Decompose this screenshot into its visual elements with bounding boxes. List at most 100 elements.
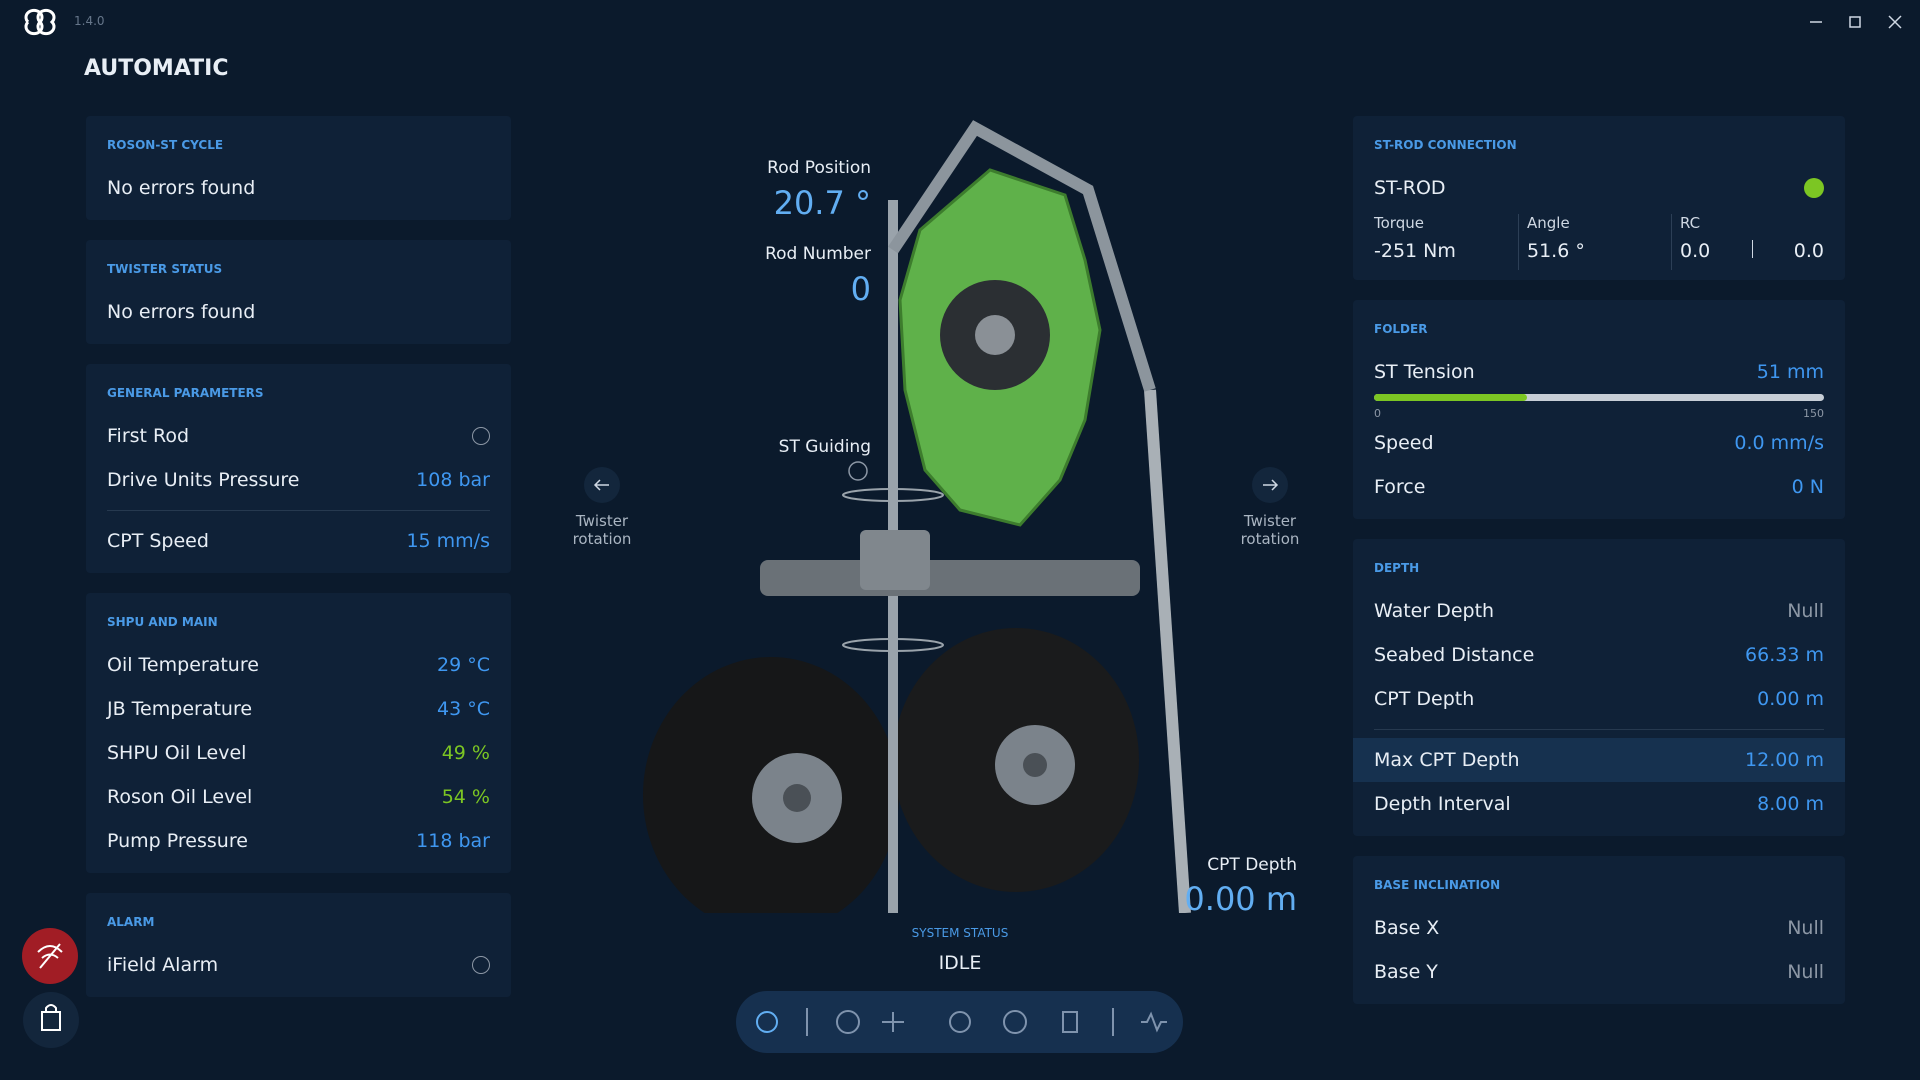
nav-log[interactable] [1062, 1011, 1078, 1033]
row-value: 54 % [441, 786, 490, 808]
card: ROSON-ST CYCLE No errors found [86, 116, 511, 220]
row-value: 66.33 m [1745, 644, 1824, 666]
row: ST Tension 51 mm [1374, 350, 1824, 394]
reading-value: 0.0 [1793, 240, 1824, 262]
reading-label: Angle [1527, 214, 1570, 232]
row: Drive Units Pressure 108 bar [107, 458, 490, 502]
cpt-depth-label: CPT Depth [1207, 855, 1297, 875]
row: Base Y Null [1374, 950, 1824, 994]
separator [1751, 240, 1753, 258]
row-label: No errors found [107, 301, 256, 323]
version: 1.4.0 [74, 14, 105, 28]
reading-values: 0.0 0.0 [1680, 240, 1824, 262]
row-label: Drive Units Pressure [107, 469, 300, 491]
restore[interactable] [1849, 16, 1861, 28]
gauge-min: 0 [1374, 407, 1381, 420]
rod-number-value: 0 [850, 270, 871, 308]
row-label: CPT Depth [1374, 688, 1475, 710]
row-value: 29 °C [437, 654, 490, 676]
bag-button[interactable] [23, 992, 79, 1048]
reading-label: Torque [1374, 214, 1424, 232]
cpt-depth-value: 0.00 m [1184, 880, 1297, 918]
row: Force 0 N [1374, 465, 1824, 509]
row-value: 12.00 m [1745, 749, 1824, 771]
twister-right-label: Twister rotation [1240, 512, 1300, 548]
row-value: Null [1787, 961, 1824, 983]
row: Pump Pressure 118 bar [107, 819, 490, 863]
gauge-fill [1374, 394, 1527, 401]
reading: Angle 51.6 ° [1518, 214, 1671, 270]
card: ALARM iField Alarm [86, 893, 511, 997]
card: SHPU AND MAIN Oil Temperature 29 °C JB Temp… [86, 593, 511, 873]
card: GENERAL PARAMETERS First Rod Drive Units P… [86, 364, 511, 573]
st-guiding-label: ST Guiding [778, 437, 871, 457]
row-value: Null [1787, 917, 1824, 939]
nav-settings[interactable] [949, 1011, 971, 1033]
right-column: ST-ROD CONNECTION ST-ROD Torque -251 Nm Angl… [1353, 116, 1845, 1004]
card-title: FOLDER [1374, 322, 1428, 336]
logo [24, 8, 56, 36]
reading-label: RC [1680, 214, 1701, 232]
row: SHPU Oil Level 49 % [107, 731, 490, 775]
row-label: Base X [1374, 917, 1440, 939]
row-label: Speed [1374, 432, 1434, 454]
checkbox[interactable] [472, 956, 490, 974]
row-label: Depth Interval [1374, 793, 1511, 815]
system-status-value: IDLE [938, 952, 982, 974]
reading-value: 0.0 [1680, 240, 1711, 262]
row[interactable]: Max CPT Depth 12.00 m [1353, 738, 1845, 782]
card: FOLDER ST Tension 51 mm 0 150 Speed 0.0 mm/s Fo… [1353, 300, 1845, 519]
nav-rods[interactable] [836, 1010, 860, 1034]
row-value: 118 bar [416, 830, 490, 852]
row-value: 8.00 m [1757, 793, 1824, 815]
checkbox[interactable] [472, 427, 490, 445]
row-label: Seabed Distance [1374, 644, 1535, 666]
row: No errors found [107, 166, 490, 210]
readings: Torque -251 Nm Angle 51.6 ° RC 0.0 0.0 [1374, 214, 1824, 270]
row: CPT Depth 0.00 m [1374, 677, 1824, 721]
card: DEPTH Water Depth Null Seabed Distance 66.33… [1353, 539, 1845, 836]
rod-number-label: Rod Number [765, 244, 871, 264]
divider [107, 510, 490, 511]
row: Speed 0.0 mm/s [1374, 421, 1824, 465]
row-label: Base Y [1374, 961, 1438, 983]
gauge-ends: 0 150 [1374, 407, 1824, 421]
row: JB Temperature 43 °C [107, 687, 490, 731]
row-label: Water Depth [1374, 600, 1495, 622]
row-value: 49 % [441, 742, 490, 764]
row-value: 0.00 m [1757, 688, 1824, 710]
nav-automatic[interactable] [756, 1011, 778, 1033]
gauge-label: ST Tension [1374, 361, 1475, 383]
row-label: JB Temperature [107, 698, 253, 720]
reading-values: -251 Nm [1374, 240, 1518, 262]
row: Base X Null [1374, 906, 1824, 950]
divider [1374, 729, 1824, 730]
row-label: No errors found [107, 177, 256, 199]
card: TWISTER STATUS No errors found [86, 240, 511, 344]
row: Water Depth Null [1374, 589, 1824, 633]
reading-value: 51.6 ° [1527, 240, 1585, 262]
gauge-track [1374, 394, 1824, 401]
nav-monitor[interactable] [1141, 1011, 1167, 1033]
row-label: Roson Oil Level [107, 786, 253, 808]
reading: RC 0.0 0.0 [1671, 214, 1824, 270]
row: Seabed Distance 66.33 m [1374, 633, 1824, 677]
nav-twister[interactable] [1003, 1010, 1027, 1034]
row-value: 0.0 mm/s [1734, 432, 1824, 454]
card-title: SHPU AND MAIN [107, 615, 218, 629]
nav-guide[interactable] [882, 1012, 904, 1032]
row-value: 43 °C [437, 698, 490, 720]
left-column: ROSON-ST CYCLE No errors found TWISTER STA… [86, 116, 511, 997]
row: Depth Interval 8.00 m [1374, 782, 1824, 826]
row-value: 0 N [1791, 476, 1824, 498]
twister-left-label: Twister rotation [572, 512, 632, 548]
close[interactable] [1888, 15, 1902, 29]
row-label: Max CPT Depth [1374, 749, 1520, 771]
reading-values: 51.6 ° [1527, 240, 1671, 262]
row-label: Force [1374, 476, 1426, 498]
row: CPT Speed 15 mm/s [107, 519, 490, 563]
card-title: BASE INCLINATION [1374, 878, 1501, 892]
row: No errors found [107, 290, 490, 334]
